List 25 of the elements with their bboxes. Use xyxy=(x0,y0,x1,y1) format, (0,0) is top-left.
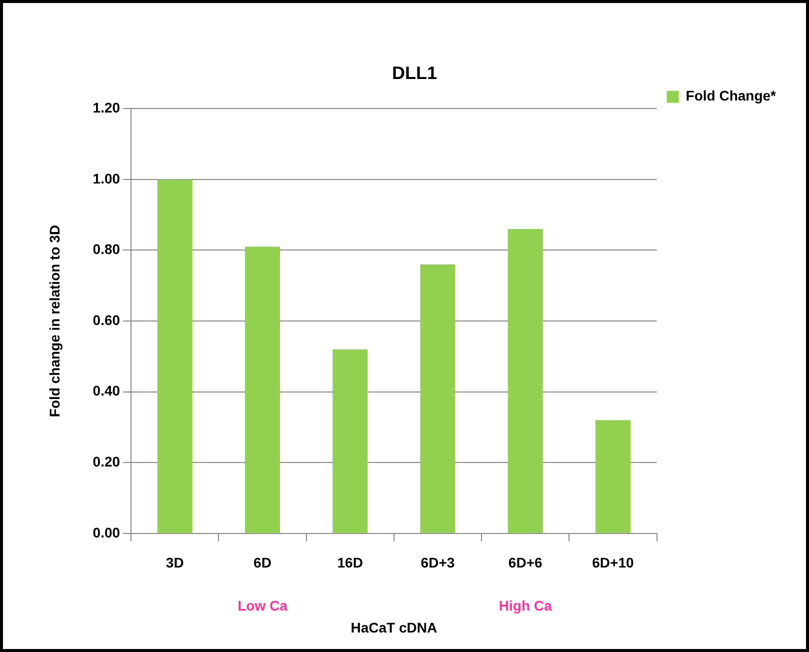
legend-label: Fold Change* xyxy=(686,88,777,104)
bar xyxy=(332,349,368,533)
x-tick-label: 6D+6 xyxy=(508,554,542,571)
bar xyxy=(508,228,543,533)
y-tick-label: 0.60 xyxy=(92,312,120,328)
x-tick-label: 6D+10 xyxy=(592,554,634,571)
x-tick-label: 6D+3 xyxy=(420,554,455,571)
bar xyxy=(244,246,280,533)
x-tick-label: 16D xyxy=(337,554,363,571)
x-tick-label: 3D xyxy=(166,554,184,571)
y-axis-title: Fold change in relation to 3D xyxy=(46,224,62,418)
text: Low Ca xyxy=(238,597,288,614)
bar xyxy=(595,420,630,533)
chart-title: DLL1 xyxy=(392,62,437,83)
x-tick-label: 6D xyxy=(254,554,272,571)
y-tick-label: 0.20 xyxy=(92,453,120,470)
y-tick-label: 0.00 xyxy=(92,524,120,540)
y-tick-label: 0.80 xyxy=(92,241,120,258)
bar xyxy=(420,264,456,533)
y-tick-label: 1.00 xyxy=(92,170,120,186)
y-tick-label: 1.20 xyxy=(92,99,120,116)
y-tick-label: 0.40 xyxy=(92,382,120,399)
bar xyxy=(157,179,192,533)
x-axis-title: HaCaT cDNA xyxy=(350,619,438,636)
text: High Ca xyxy=(498,597,552,614)
